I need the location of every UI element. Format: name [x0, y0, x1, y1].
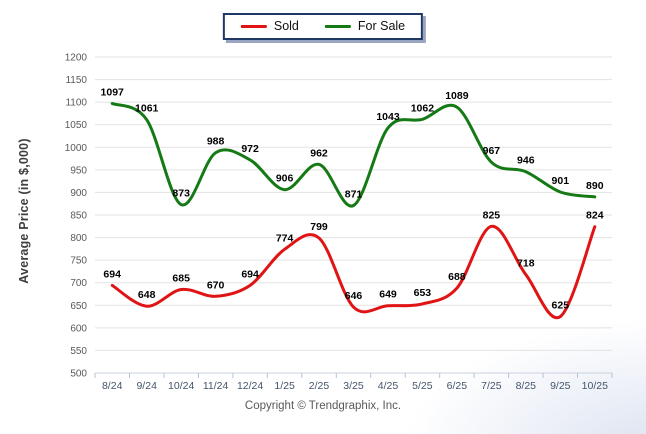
- data-label: 685: [172, 273, 190, 285]
- legend-label-sold: Sold: [273, 19, 299, 33]
- y-tick-label: 1200: [65, 53, 88, 64]
- legend-item-for-sale: For Sale: [324, 19, 406, 33]
- sold-line: [110, 224, 597, 320]
- legend: Sold For Sale: [222, 13, 424, 40]
- y-tick-label: 1150: [65, 75, 87, 86]
- x-tick-label: 10/24: [168, 380, 194, 392]
- y-tick-label: 1050: [65, 120, 88, 131]
- data-label: 825: [483, 209, 501, 221]
- data-label: 649: [379, 289, 397, 301]
- data-label: 1061: [135, 103, 159, 115]
- x-tick-label: 8/24: [102, 380, 123, 392]
- legend-label-for-sale: For Sale: [357, 19, 406, 33]
- data-label: 653: [414, 287, 432, 299]
- data-label: 972: [241, 143, 259, 155]
- y-tick-label: 900: [70, 188, 87, 199]
- data-label: 625: [552, 300, 570, 312]
- data-label: 871: [345, 189, 363, 201]
- x-tick-label: 3/25: [343, 380, 364, 392]
- x-tick-label: 9/24: [136, 380, 157, 392]
- y-tick-label: 700: [70, 278, 87, 289]
- data-label: 694: [103, 268, 121, 280]
- y-axis-title: Average Price (in $,000): [17, 138, 31, 284]
- x-tick-label: 2/25: [309, 380, 330, 392]
- y-tick-label: 850: [70, 211, 87, 222]
- data-label: 967: [483, 145, 501, 157]
- data-label: 890: [586, 180, 604, 192]
- data-label: 824: [586, 210, 604, 222]
- sold-line-swatch: [240, 24, 267, 28]
- data-label: 718: [517, 258, 535, 270]
- data-label: 646: [345, 290, 363, 302]
- data-label: 688: [448, 271, 466, 283]
- y-tick-label: 600: [70, 323, 87, 334]
- data-label: 1097: [101, 87, 125, 99]
- data-label: 901: [552, 175, 570, 187]
- y-tick-label: 950: [70, 165, 87, 176]
- y-tick-label: 750: [70, 256, 87, 267]
- x-tick-label: 12/24: [237, 380, 263, 392]
- for-sale-line: [110, 102, 597, 208]
- data-label: 648: [138, 289, 156, 301]
- x-tick-label: 6/25: [447, 380, 468, 392]
- data-label: 962: [310, 147, 328, 159]
- legend-item-sold: Sold: [240, 19, 299, 33]
- data-label: 946: [517, 155, 535, 167]
- x-tick-label: 7/25: [481, 380, 502, 392]
- data-label: 694: [241, 268, 259, 280]
- x-tick-label: 9/25: [550, 380, 571, 392]
- x-tick-label: 5/25: [412, 380, 433, 392]
- x-tick-label: 8/25: [516, 380, 537, 392]
- y-tick-label: 550: [70, 346, 87, 357]
- y-tick-label: 650: [70, 301, 87, 312]
- data-label: 1043: [376, 111, 400, 123]
- data-label: 1089: [445, 90, 469, 102]
- data-label: 873: [172, 188, 190, 200]
- y-tick-label: 1000: [65, 143, 88, 154]
- data-label: 988: [207, 136, 225, 148]
- data-label: 1062: [411, 102, 435, 114]
- y-tick-label: 1100: [65, 98, 87, 109]
- x-tick-label: 4/25: [378, 380, 399, 392]
- data-label: 799: [310, 221, 328, 233]
- copyright: Copyright © Trendgraphix, Inc.: [244, 400, 402, 412]
- y-tick-label: 800: [70, 233, 87, 244]
- x-tick-label: 1/25: [274, 380, 295, 392]
- x-tick-label: 10/25: [582, 380, 608, 392]
- data-label: 670: [207, 279, 225, 291]
- x-tick-label: 11/24: [203, 380, 229, 392]
- y-tick-label: 500: [70, 369, 87, 380]
- data-label: 906: [276, 173, 294, 185]
- data-label: 774: [276, 232, 294, 244]
- for-sale-line-swatch: [324, 24, 351, 28]
